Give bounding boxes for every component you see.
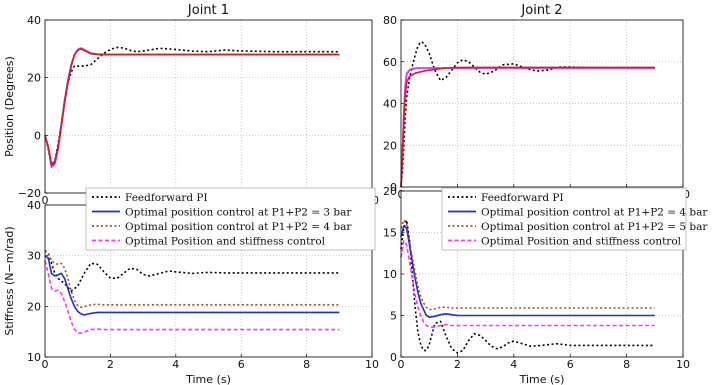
legend-label-1: Optimal position control at P1+P2 = 4 ba… [481,207,708,219]
series-line-3 [44,47,340,167]
legend: Feedforward PI Optimal position control a… [85,187,376,251]
x-tick-label: 8 [623,358,630,371]
x-tick-label: 10 [365,358,379,371]
series-line-3 [400,240,655,328]
x-tick-label: 0 [398,358,405,371]
y-tick-label: 40 [383,98,397,111]
axes-frame [400,19,684,188]
y-tick-label: 0 [34,129,41,142]
series-line-2 [400,219,655,311]
y-tick-label: 40 [27,14,41,27]
chart-title: Joint 2 [520,3,562,18]
chart-joint1-stiffness: 0 2 4 6 8 10 10 20 30 40 Time (s) Stiffness (N−m/ra… [3,187,379,385]
y-tick-label: −20 [18,187,41,200]
y-tick-label: 80 [383,14,397,27]
series-line-3 [44,260,340,335]
chart-joint2-position: 0246810020406080Joint 2 [383,3,690,201]
plot-area [45,20,372,193]
legend-label-2: Optimal position control at P1+P2 = 5 ba… [481,221,708,233]
x-tick-label: 4 [172,358,179,371]
x-tick-label: 2 [107,358,114,371]
x-tick-label: 6 [567,358,574,371]
series-line-0 [44,249,340,292]
y-tick-label: 20 [27,72,41,85]
legend-box [441,187,687,251]
x-tick-label: 10 [676,358,690,371]
y-tick-label: 40 [27,199,41,212]
x-tick-label: 6 [238,358,245,371]
y-tick-label: 15 [383,227,397,240]
series-line-1 [400,225,655,319]
x-axis-label: Time (s) [519,373,565,385]
x-tick-label: 2 [454,358,461,371]
y-axis-label: Stiffness (N−m/rad) [3,226,16,335]
legend-label-3: Optimal Position and stiffness control [125,236,326,248]
legend-box [85,187,376,251]
y-tick-label: 30 [27,250,41,263]
x-tick-label: 4 [510,358,517,371]
chart-joint2-stiffness: 0 2 4 6 8 10 0 5 10 15 20 Time (s) Feedforward PI Opt… [383,185,708,385]
x-tick-label: 0 [42,194,49,207]
series-line-3 [400,66,655,188]
y-tick-label: 20 [383,139,397,152]
x-tick-label: 0 [42,358,49,371]
y-tick-label: 60 [383,56,397,69]
legend-label-0: Feedforward PI [481,192,564,204]
x-axis-label: Time (s) [185,373,231,385]
legend-label-0: Feedforward PI [125,192,208,204]
legend-label-2: Optimal position control at P1+P2 = 4 ba… [125,221,352,233]
y-tick-label: 0 [390,181,397,194]
y-axis-label: Position (Degrees) [3,56,16,157]
y-tick-label: 5 [390,310,397,323]
legend-label-1: Optimal position control at P1+P2 = 3 ba… [125,207,352,219]
series-line-0 [400,41,655,188]
legend: Feedforward PI Optimal position control a… [441,187,708,251]
y-tick-label: 20 [27,300,41,313]
x-tick-label: 8 [303,358,310,371]
series-line-1 [44,255,340,316]
y-tick-label: 10 [383,268,397,281]
y-tick-label: 10 [27,351,41,364]
y-tick-label: 0 [390,351,397,364]
y-tick-label: 20 [383,185,397,198]
legend-label-3: Optimal Position and stiffness control [481,236,682,248]
chart-title: Joint 1 [187,3,229,18]
